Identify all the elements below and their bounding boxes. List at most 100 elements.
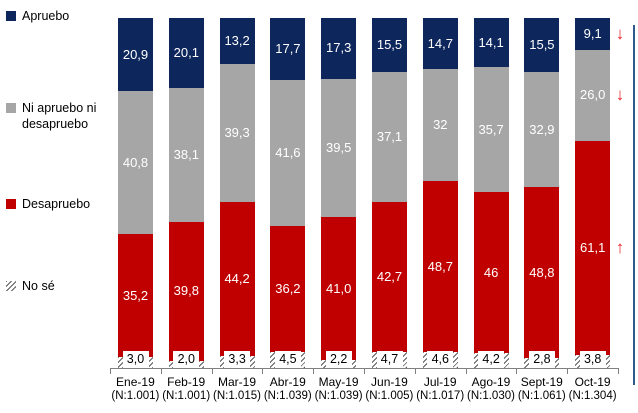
sample-size-label: (N:1.030) [467, 390, 515, 402]
bar-segment-1 [321, 18, 357, 79]
highlight-vertical-line [633, 25, 635, 385]
x-axis-tick [618, 369, 619, 374]
x-axis-tick [211, 369, 213, 374]
nose-value-label: 4,5 [274, 351, 301, 368]
bar-segment-2 [219, 64, 255, 202]
bar-value-label: 14,1 [478, 34, 504, 50]
bar-segment-3 [524, 187, 560, 359]
bar-segment-1 [168, 18, 204, 89]
bar-segment-3 [118, 233, 153, 358]
bar-value-label: 32 [433, 117, 448, 133]
bar-segment-2 [321, 78, 357, 217]
bar-value-label: 39,3 [224, 124, 250, 140]
category-label: Mar-19 [217, 375, 256, 389]
bar-value-label: 48,8 [529, 264, 555, 280]
x-axis-line [110, 368, 619, 369]
trend-arrow-up-icon: ↑ [615, 237, 625, 257]
bar-segment-1 [575, 18, 611, 50]
bar-value-label: 39,8 [173, 283, 199, 299]
x-axis-tick [567, 369, 569, 374]
legend-swatch-icon [6, 199, 16, 209]
bar-value-label: 48,7 [427, 258, 453, 274]
category-label: Abr-19 [269, 375, 306, 389]
category-label: Ago-19 [471, 375, 511, 389]
bar-value-label: 46 [483, 264, 499, 280]
legend-swatch-icon [6, 281, 16, 291]
bar-segment-1 [118, 18, 153, 92]
bar-value-label: 26,0 [580, 87, 606, 103]
sample-size-label: (N:1.039) [263, 390, 312, 402]
bar-segment-3 [422, 181, 458, 352]
category-label: Oct-19 [574, 375, 611, 389]
nose-value-label: 2,0 [173, 351, 200, 368]
x-axis-tick [465, 369, 467, 374]
x-axis-tick [414, 369, 416, 374]
bar-segment-3 [321, 216, 357, 361]
bar-segment-3 [270, 225, 306, 353]
bar-segment-3 [575, 140, 611, 355]
bar-value-label: 38,1 [173, 147, 199, 163]
sample-size-label: (N:1.017) [416, 390, 465, 402]
bar-segment-3 [372, 202, 407, 352]
legend-label: Ni apruebo ni desapruebo [22, 101, 97, 131]
bar-value-label: 32,9 [529, 121, 555, 137]
nose-value-label: 3,8 [579, 351, 606, 368]
bar-value-label: 14,7 [427, 35, 453, 51]
bar-value-label: 15,5 [529, 37, 555, 53]
bar-segment-3 [168, 221, 204, 361]
sample-size-label: (N:1.039) [314, 390, 363, 402]
nose-value-label: 2,2 [325, 351, 352, 368]
bar-value-label: 41,0 [326, 280, 352, 296]
x-axis-tick [364, 369, 365, 374]
legend-label: Apruebo [22, 9, 70, 23]
bar-segment-1 [270, 18, 306, 80]
nose-value-label: 4,6 [427, 351, 454, 368]
sample-size-label: (N:1.001) [111, 390, 160, 402]
bar-segment-1 [524, 18, 560, 73]
bar-value-label: 39,5 [326, 139, 352, 155]
bar-segment-2 [524, 72, 560, 188]
bar-value-label: 20,9 [122, 46, 149, 62]
legend-item-2: Ni apruebo ni desapruebo [6, 100, 110, 132]
trend-arrow-down-icon: ↓ [615, 85, 625, 105]
bar-value-label: 35,2 [122, 287, 149, 303]
bar-value-label: 61,1 [580, 239, 606, 255]
legend-item-4: No sé [6, 278, 110, 294]
sample-size-label: (N:1.005) [365, 390, 414, 402]
bar-segment-3 [473, 192, 509, 354]
bar-segment-2 [473, 67, 509, 193]
nose-value-label: 2,8 [528, 351, 555, 368]
bar-segment-2 [422, 69, 458, 182]
trend-arrow-down-icon: ↓ [615, 23, 625, 43]
bar-value-label: 20,1 [173, 45, 199, 61]
bar-segment-3 [219, 201, 255, 357]
sample-size-label: (N:1.015) [213, 390, 261, 402]
x-axis-tick [160, 369, 162, 374]
x-axis-tick [313, 369, 315, 374]
bar-value-label: 9,1 [583, 25, 602, 41]
sample-size-label: (N:1.001) [162, 390, 211, 402]
x-axis-tick [262, 369, 264, 374]
bar-value-label: 44,2 [224, 271, 250, 287]
bar-segment-2 [118, 91, 153, 234]
legend-swatch-icon [6, 103, 16, 113]
bar-value-label: 42,7 [376, 268, 403, 284]
bar-segment-2 [372, 72, 407, 203]
bar-value-label: 40,8 [122, 154, 149, 170]
sample-size-label: (N:1.061) [517, 390, 566, 402]
x-axis-tick [516, 369, 518, 374]
nose-value-label: 3,0 [122, 351, 149, 368]
nose-value-label: 4,2 [478, 351, 505, 368]
bar-value-label: 35,7 [478, 121, 504, 137]
category-label: May-19 [318, 375, 359, 389]
category-label: Feb-19 [167, 375, 206, 389]
category-label: Jul-19 [423, 375, 457, 389]
nose-value-label: 3,3 [224, 351, 251, 368]
category-label: Jun-19 [371, 375, 408, 389]
bar-value-label: 17,3 [326, 40, 352, 56]
bar-value-label: 13,2 [224, 33, 250, 49]
legend-label: Desapruebo [22, 197, 91, 211]
category-label: Ene-19 [116, 375, 155, 389]
bar-segment-2 [168, 88, 204, 222]
bar-segment-1 [219, 18, 255, 65]
